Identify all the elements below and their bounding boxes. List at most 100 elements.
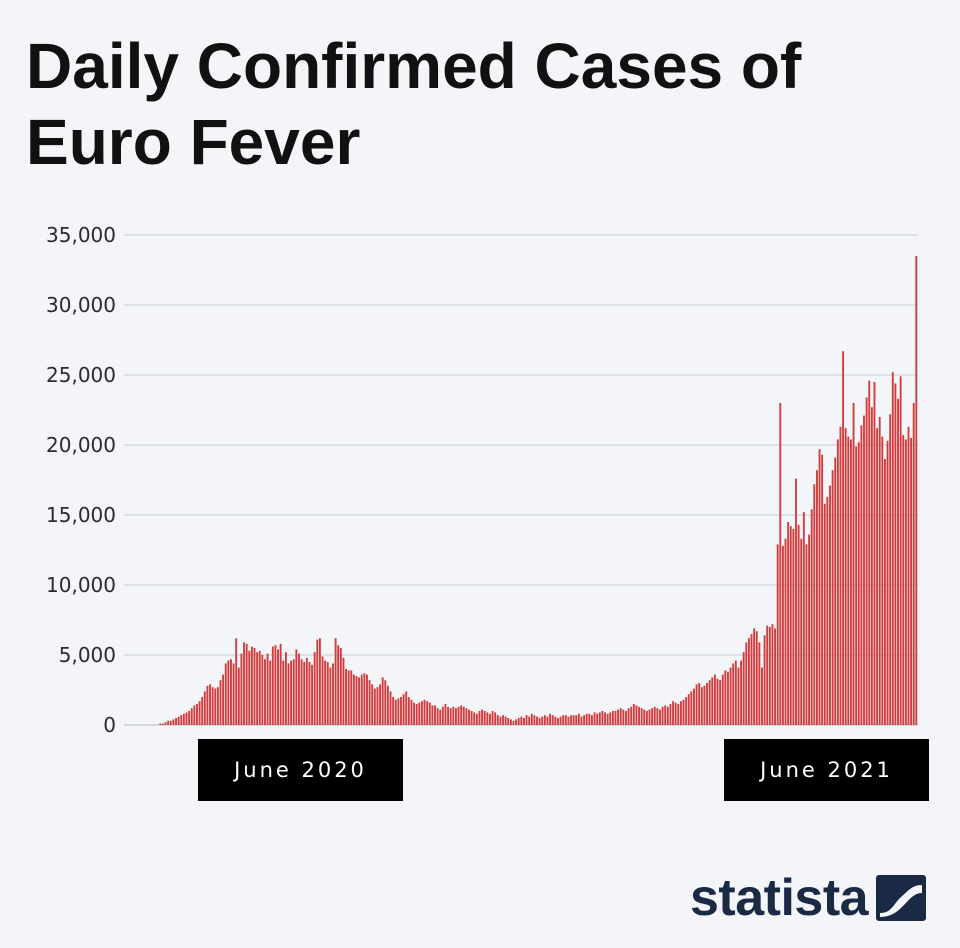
bar (470, 711, 473, 725)
bar (368, 680, 371, 725)
bar (768, 627, 771, 725)
bar (776, 544, 779, 725)
bar (693, 688, 695, 725)
bar (509, 719, 512, 725)
bar (397, 698, 400, 725)
bar (690, 691, 693, 725)
bar (674, 702, 677, 725)
bar (557, 718, 559, 725)
bar (431, 705, 434, 725)
bar (177, 716, 180, 725)
bar (496, 715, 499, 725)
bar (460, 705, 463, 725)
bar (810, 509, 813, 725)
bar (685, 697, 688, 725)
x-axis-label-june-2020: June 2020 (198, 739, 403, 801)
bar (530, 713, 533, 725)
bar (441, 706, 444, 725)
bar (813, 484, 816, 725)
bar (588, 713, 591, 725)
bar (829, 485, 831, 725)
bar (180, 715, 183, 725)
bar (630, 706, 633, 725)
bar (653, 706, 656, 725)
bar (248, 650, 251, 725)
bar (800, 538, 803, 725)
bar (774, 628, 777, 725)
bar (449, 708, 452, 725)
bar (729, 667, 732, 725)
bar (831, 470, 834, 725)
bar (219, 680, 222, 725)
bar (190, 708, 193, 725)
bar (227, 660, 230, 725)
bar (847, 436, 850, 725)
bar (771, 624, 774, 725)
bar (282, 660, 285, 725)
bar (363, 673, 366, 725)
bar (237, 667, 240, 725)
bar (713, 674, 716, 725)
bar (562, 715, 565, 725)
bar (316, 639, 319, 725)
bar (253, 648, 256, 725)
bar (805, 544, 808, 725)
bar (580, 716, 583, 725)
bar (347, 670, 350, 725)
y-tick-label: 25,000 (46, 363, 116, 387)
bar (596, 713, 599, 725)
bar (622, 709, 625, 725)
bar (912, 403, 915, 725)
bar (645, 711, 648, 725)
bar (360, 674, 363, 725)
bar (546, 716, 549, 725)
y-axis-ticks: 0 5,000 10,000 15,000 20,000 25,000 30,000 35,0… (46, 223, 116, 737)
bar (855, 446, 858, 725)
bar (517, 718, 520, 725)
chart-title: Daily Confirmed Cases of Euro Fever (26, 30, 802, 178)
bar (698, 683, 701, 725)
bar (371, 684, 374, 725)
bar (439, 709, 442, 725)
bar (836, 439, 839, 725)
bar (452, 706, 455, 725)
bar (389, 691, 392, 725)
bar (258, 650, 261, 725)
bar (279, 643, 282, 725)
bar (750, 634, 753, 725)
brand-name: statista (690, 869, 869, 927)
bar (376, 687, 379, 725)
statista-brand[interactable]: statista (690, 868, 927, 928)
bar (564, 715, 567, 725)
bar (172, 719, 175, 725)
bar (826, 496, 829, 725)
bar (543, 715, 546, 725)
bar (483, 711, 486, 725)
bar (784, 538, 787, 725)
bar (182, 713, 185, 725)
bar (358, 677, 361, 725)
bar (235, 638, 238, 725)
bar (394, 699, 397, 725)
bar (823, 503, 826, 725)
bar (721, 674, 724, 725)
bar (298, 653, 300, 725)
bar (907, 426, 910, 725)
bar (802, 512, 805, 725)
bar (491, 711, 494, 725)
bar (162, 723, 164, 725)
bar (703, 685, 706, 725)
bar (740, 660, 742, 725)
bar (763, 635, 766, 725)
bar (611, 711, 614, 725)
bar (164, 722, 167, 725)
bar (881, 436, 884, 725)
bar (781, 545, 784, 725)
bar (834, 457, 837, 725)
y-tick-label: 5,000 (59, 643, 116, 667)
bar (287, 663, 290, 725)
bar (659, 709, 661, 725)
bar (295, 649, 298, 725)
bar (410, 699, 413, 725)
bar (481, 709, 484, 725)
